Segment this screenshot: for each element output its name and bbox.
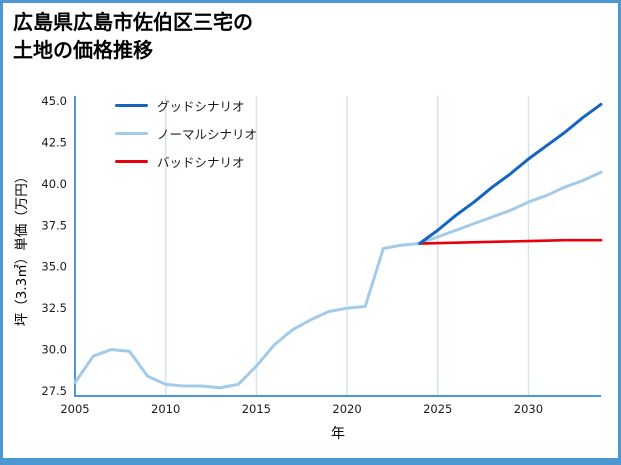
legend-label: バッドシナリオ xyxy=(157,154,245,170)
price-line-chart: 2005 2010 2015 2020 2025 2030 27.5 30.0 32.5 35.0… xyxy=(41,94,603,416)
x-axis-label: 年 xyxy=(331,426,345,442)
series-line-good xyxy=(418,102,603,246)
x-tick-label: 2020 xyxy=(332,402,361,416)
legend-item-good: グッドシナリオ xyxy=(115,91,257,119)
y-tick-label: 45.0 xyxy=(41,94,67,108)
y-tick-label: 30.0 xyxy=(41,343,67,357)
y-tick-label: 35.0 xyxy=(41,260,67,274)
legend-label: グッドシナリオ xyxy=(157,98,245,114)
y-axis-label: 坪（3.3㎡）単価（万円） xyxy=(14,169,30,327)
legend-item-bad: バッドシナリオ xyxy=(115,147,257,175)
chart-title-line1: 広島県広島市佐伯区三宅の xyxy=(13,10,253,34)
y-tick-label: 27.5 xyxy=(41,384,67,398)
legend-swatch-good xyxy=(115,103,148,107)
legend-swatch-normal xyxy=(115,131,148,135)
chart-title: 広島県広島市佐伯区三宅の 土地の価格推移 xyxy=(13,9,253,64)
legend-label: ノーマルシナリオ xyxy=(157,126,258,142)
x-tick-label: 2030 xyxy=(514,402,543,416)
chart-legend: グッドシナリオ ノーマルシナリオ バッドシナリオ xyxy=(115,91,257,175)
x-tick-label: 2025 xyxy=(423,402,452,416)
legend-item-normal: ノーマルシナリオ xyxy=(115,119,257,147)
x-tick-label: 2015 xyxy=(242,402,271,416)
chart-title-line2: 土地の価格推移 xyxy=(13,37,153,62)
y-tick-label: 37.5 xyxy=(41,218,67,232)
y-tick-label: 32.5 xyxy=(41,301,67,315)
series-line-bad xyxy=(418,238,603,245)
legend-swatch-bad xyxy=(115,159,148,163)
y-tick-label: 42.5 xyxy=(41,135,67,149)
series-line-normal xyxy=(73,170,603,390)
x-tick-label: 2005 xyxy=(60,402,89,416)
x-tick-label: 2010 xyxy=(151,402,180,416)
y-tick-label: 40.0 xyxy=(41,177,67,191)
